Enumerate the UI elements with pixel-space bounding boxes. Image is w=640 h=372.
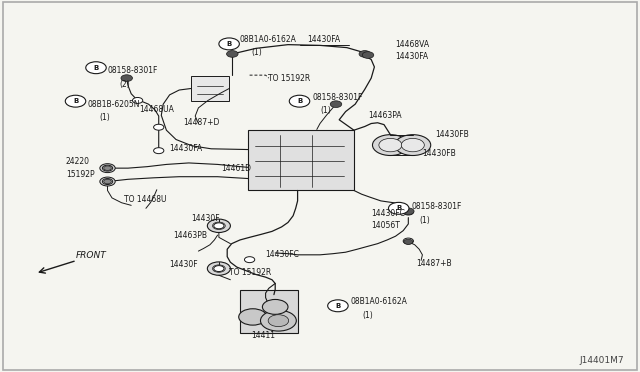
Text: 14463PA: 14463PA	[368, 111, 402, 120]
Circle shape	[154, 148, 164, 154]
Circle shape	[262, 299, 288, 314]
Text: (1): (1)	[419, 216, 430, 225]
Text: 14430FB: 14430FB	[422, 149, 456, 158]
Text: 08B1A0-6162A: 08B1A0-6162A	[240, 35, 297, 44]
Circle shape	[132, 97, 143, 103]
Text: 14487+B: 14487+B	[416, 259, 452, 267]
Circle shape	[404, 239, 413, 244]
Text: 14487+D: 14487+D	[184, 118, 220, 127]
Circle shape	[207, 219, 230, 232]
Circle shape	[379, 138, 402, 152]
Circle shape	[388, 202, 409, 214]
Circle shape	[330, 101, 342, 108]
Text: B: B	[227, 41, 232, 47]
Text: 14430FA: 14430FA	[396, 52, 429, 61]
Text: 14430F: 14430F	[170, 260, 198, 269]
Text: B: B	[396, 205, 401, 211]
Bar	[248, 130, 354, 190]
Circle shape	[104, 179, 111, 184]
Text: FRONT: FRONT	[76, 251, 106, 260]
Text: B: B	[335, 303, 340, 309]
Text: 14463PB: 14463PB	[173, 231, 207, 240]
Circle shape	[212, 222, 225, 230]
Circle shape	[403, 209, 413, 215]
Circle shape	[332, 304, 344, 310]
Circle shape	[244, 257, 255, 263]
Text: 24220: 24220	[66, 157, 90, 166]
Circle shape	[403, 208, 414, 215]
Circle shape	[212, 265, 225, 272]
Text: (2): (2)	[119, 80, 130, 89]
Circle shape	[154, 124, 164, 130]
Text: 14411: 14411	[252, 331, 275, 340]
Text: 14056T: 14056T	[371, 221, 400, 230]
Circle shape	[401, 138, 424, 152]
Circle shape	[395, 135, 431, 155]
Text: (1): (1)	[99, 113, 110, 122]
Text: J14401M7: J14401M7	[579, 356, 624, 365]
Text: TO 14468U: TO 14468U	[124, 195, 166, 204]
Text: 14468UA: 14468UA	[140, 105, 174, 114]
Text: 14430FA: 14430FA	[170, 144, 203, 153]
Text: TO 15192R: TO 15192R	[268, 74, 310, 83]
Circle shape	[328, 300, 348, 312]
Bar	[240, 290, 298, 333]
Circle shape	[102, 179, 113, 185]
Circle shape	[403, 238, 413, 244]
Text: 14461D: 14461D	[221, 164, 251, 173]
Circle shape	[100, 177, 115, 186]
Circle shape	[372, 135, 408, 155]
Text: 14430FA: 14430FA	[307, 35, 340, 44]
Text: 14430FB: 14430FB	[435, 130, 469, 139]
Bar	[191, 76, 229, 101]
Text: 08158-8301F: 08158-8301F	[412, 202, 462, 211]
Circle shape	[268, 315, 289, 327]
Text: B: B	[73, 98, 78, 104]
Text: 08158-8301F: 08158-8301F	[312, 93, 363, 102]
Text: 15192P: 15192P	[66, 170, 95, 179]
Text: (1): (1)	[252, 48, 262, 57]
Text: 14430F: 14430F	[191, 214, 220, 223]
Circle shape	[207, 262, 230, 275]
Text: 14430FC: 14430FC	[266, 250, 300, 259]
Circle shape	[214, 266, 224, 272]
Circle shape	[227, 51, 238, 57]
Circle shape	[359, 51, 371, 57]
Circle shape	[65, 95, 86, 107]
Circle shape	[289, 95, 310, 107]
Text: (1): (1)	[362, 311, 373, 320]
Text: 08158-8301F: 08158-8301F	[108, 66, 158, 75]
Text: TO 15192R: TO 15192R	[229, 268, 271, 277]
Circle shape	[362, 52, 374, 58]
Text: 14430FC: 14430FC	[371, 209, 405, 218]
Text: B: B	[93, 65, 99, 71]
Circle shape	[219, 38, 239, 50]
Text: (1): (1)	[320, 106, 331, 115]
Text: B: B	[297, 98, 302, 104]
Text: 14468VA: 14468VA	[396, 40, 429, 49]
Text: 08B1B-6205N: 08B1B-6205N	[88, 100, 140, 109]
Circle shape	[102, 165, 113, 171]
Circle shape	[214, 223, 224, 229]
Circle shape	[260, 310, 296, 331]
Circle shape	[239, 309, 267, 325]
Circle shape	[104, 166, 111, 170]
Circle shape	[100, 164, 115, 173]
Circle shape	[86, 62, 106, 74]
Text: 08B1A0-6162A: 08B1A0-6162A	[351, 297, 408, 306]
Circle shape	[121, 75, 132, 81]
